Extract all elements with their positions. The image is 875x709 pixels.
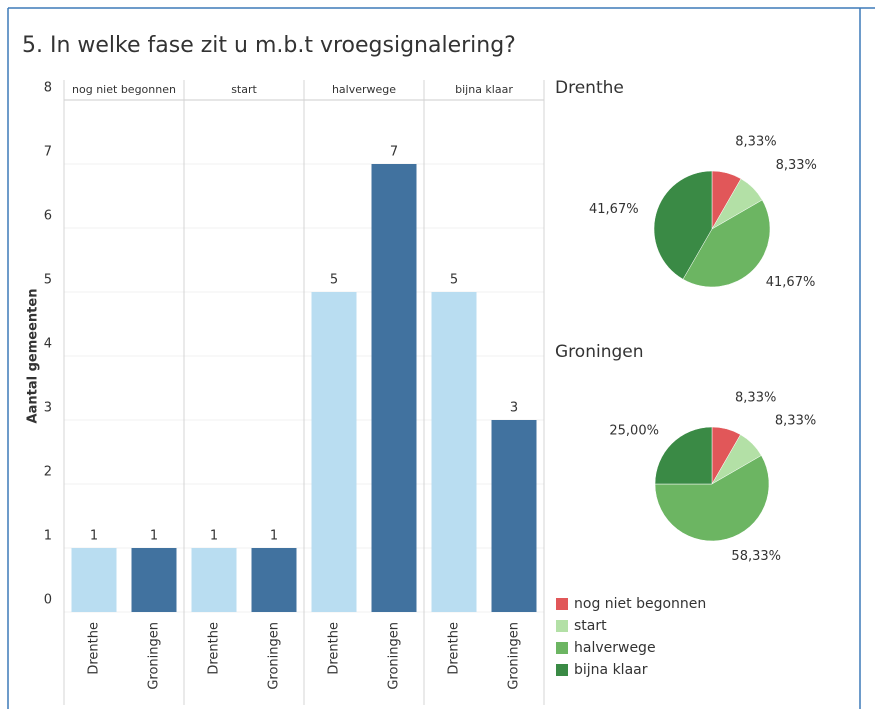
pie-value-label: 8,33%	[735, 135, 776, 150]
pie-value-label: 8,33%	[775, 414, 816, 429]
y-tick-label: 6	[44, 209, 52, 224]
bar-value-label: 1	[270, 529, 278, 544]
bar	[371, 164, 417, 612]
bar-value-label: 5	[330, 273, 338, 288]
pie-slice	[654, 426, 713, 485]
legend-label: nog niet begonnen	[574, 596, 706, 612]
x-tick-label: Groningen	[507, 622, 522, 690]
x-tick-label: Drenthe	[327, 622, 342, 675]
bar-value-label: 1	[210, 529, 218, 544]
pie-value-label: 8,33%	[735, 391, 776, 406]
y-tick-label: 2	[44, 465, 52, 480]
y-tick-label: 7	[44, 145, 52, 160]
x-tick-label: Groningen	[387, 622, 402, 690]
y-axis-label: Aantal gemeenten	[26, 289, 41, 424]
pie-value-label: 41,67%	[766, 275, 816, 290]
facet-header: nog niet begonnen	[72, 83, 176, 96]
y-tick-label: 5	[44, 273, 52, 288]
bar	[191, 548, 237, 612]
pie-value-label: 25,00%	[609, 423, 659, 438]
bar-value-label: 3	[510, 401, 518, 416]
facet-header: halverwege	[332, 83, 396, 96]
legend-swatch	[556, 642, 568, 654]
dashboard-title: 5. In welke fase zit u m.b.t vroegsignal…	[22, 33, 516, 58]
bar	[431, 292, 477, 612]
legend-swatch	[556, 598, 568, 610]
bar	[131, 548, 177, 612]
pie-slice	[682, 199, 771, 288]
bar-value-label: 5	[450, 273, 458, 288]
y-tick-label: 3	[44, 401, 52, 416]
pie-title: Drenthe	[555, 78, 624, 98]
pie-value-label: 41,67%	[589, 202, 639, 217]
x-tick-label: Drenthe	[207, 622, 222, 675]
pie-value-label: 8,33%	[776, 158, 817, 173]
pie-slice	[654, 455, 770, 542]
legend-label: halverwege	[574, 640, 656, 656]
y-tick-label: 4	[44, 337, 52, 352]
x-tick-label: Drenthe	[447, 622, 462, 675]
bar	[491, 420, 537, 612]
bar	[311, 292, 357, 612]
x-tick-label: Groningen	[147, 622, 162, 690]
bar-value-label: 1	[90, 529, 98, 544]
bar	[71, 548, 117, 612]
x-tick-label: Groningen	[267, 622, 282, 690]
bar-value-label: 7	[390, 145, 398, 160]
legend-label: start	[574, 618, 607, 634]
legend-swatch	[556, 664, 568, 676]
pie-slice	[653, 170, 713, 280]
y-tick-label: 0	[44, 593, 52, 608]
bar-value-label: 1	[150, 529, 158, 544]
legend-swatch	[556, 620, 568, 632]
x-tick-label: Drenthe	[87, 622, 102, 675]
legend-label: bijna klaar	[574, 662, 648, 678]
y-tick-label: 8	[44, 81, 52, 96]
y-tick-label: 1	[44, 529, 52, 544]
pie-title: Groningen	[555, 342, 644, 362]
facet-header: bijna klaar	[455, 83, 513, 96]
facet-header: start	[231, 83, 257, 96]
bar	[251, 548, 297, 612]
pie-value-label: 58,33%	[731, 549, 781, 564]
